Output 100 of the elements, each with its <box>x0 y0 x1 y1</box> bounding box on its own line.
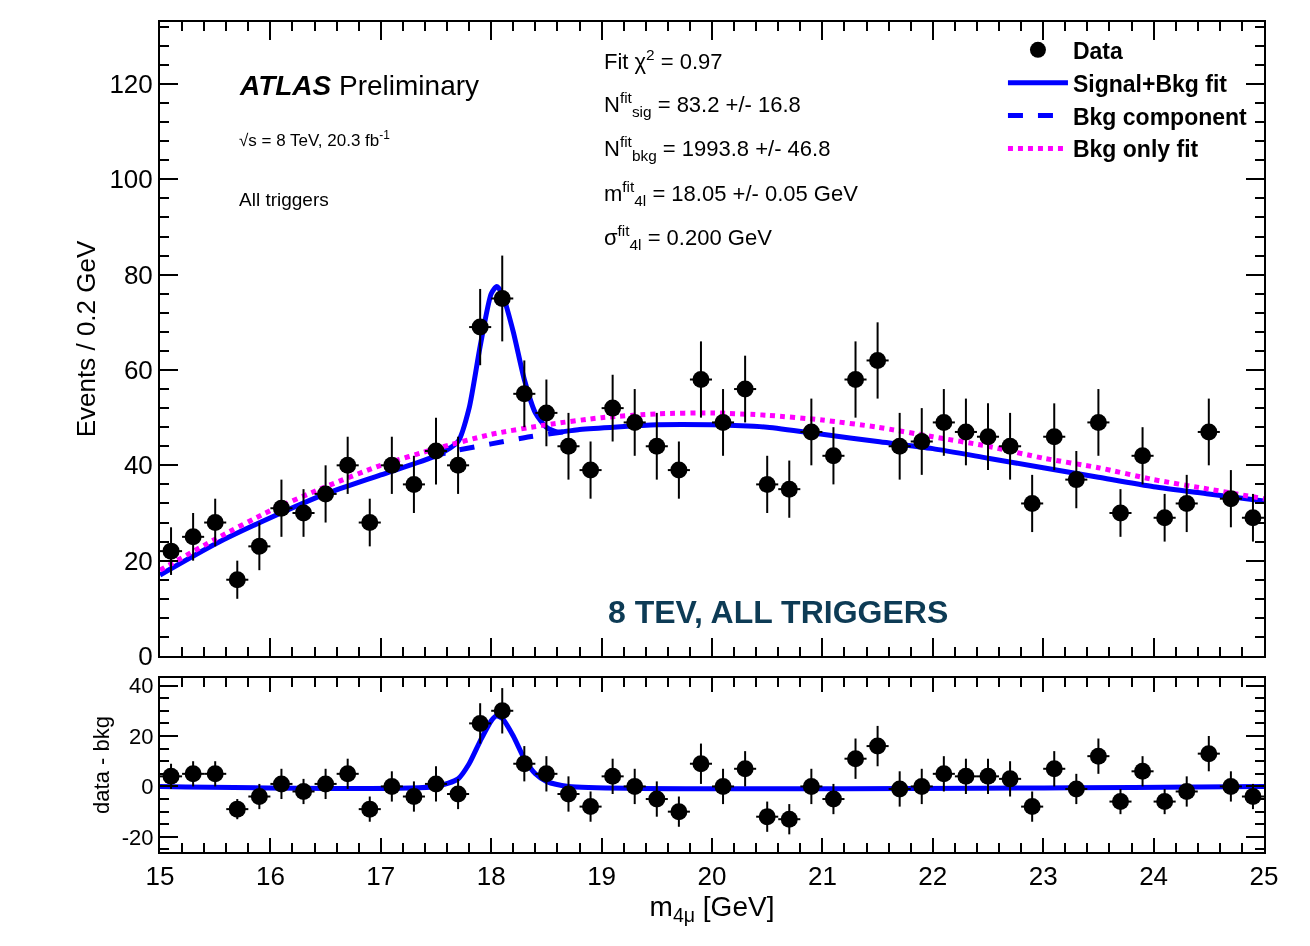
point <box>449 785 467 803</box>
point <box>1222 777 1240 795</box>
point <box>582 461 600 479</box>
x-tick-label: 18 <box>476 861 506 892</box>
y-tick-label: 40 <box>129 673 154 699</box>
x-tick-label: 25 <box>1249 861 1279 892</box>
annotation: Fit χ$^{2}$ = 0.97 <box>604 46 723 75</box>
point <box>670 461 688 479</box>
point <box>1200 423 1218 441</box>
point <box>272 499 290 517</box>
point <box>206 765 224 783</box>
point <box>184 765 202 783</box>
point <box>935 765 953 783</box>
point <box>1067 780 1085 798</box>
y-tick-label: 80 <box>123 259 153 290</box>
point <box>449 456 467 474</box>
point <box>383 456 401 474</box>
point <box>714 777 732 795</box>
point <box>405 475 423 493</box>
point <box>1111 504 1129 522</box>
point <box>471 318 489 336</box>
point <box>604 767 622 785</box>
legend-label: Bkg only fit <box>1072 136 1199 163</box>
point <box>228 800 246 818</box>
x-tick-label: 17 <box>366 861 396 892</box>
point <box>295 504 313 522</box>
point <box>891 437 909 455</box>
point <box>1089 413 1107 431</box>
point <box>604 399 622 417</box>
y-tick-label: 0 <box>138 641 153 672</box>
point <box>1111 793 1129 811</box>
point <box>1023 494 1041 512</box>
point <box>1023 798 1041 816</box>
point <box>228 571 246 589</box>
point <box>1045 428 1063 446</box>
point <box>891 780 909 798</box>
annotation: √s = 8 TeV, 20.3 fb$^{-1}$ <box>239 128 391 151</box>
point <box>670 803 688 821</box>
point <box>736 380 754 398</box>
x-tick-label: 24 <box>1139 861 1169 892</box>
point <box>692 755 710 773</box>
point <box>824 447 842 465</box>
point <box>758 808 776 826</box>
point <box>339 765 357 783</box>
point <box>957 767 975 785</box>
point <box>913 432 931 450</box>
point <box>537 765 555 783</box>
y-tick-label: -20 <box>121 824 154 850</box>
point <box>206 514 224 532</box>
point <box>869 737 887 755</box>
x-tick-label: 21 <box>807 861 837 892</box>
y-tick-label: 20 <box>129 723 154 749</box>
point <box>935 413 953 431</box>
point <box>1134 762 1152 780</box>
point <box>582 798 600 816</box>
point <box>427 775 445 793</box>
point <box>184 528 202 546</box>
annotation: N$^{fit}$$_{sig}$ = 83.2 +/- 16.8 <box>604 89 801 120</box>
point <box>272 775 290 793</box>
point <box>339 456 357 474</box>
x-tick-label: 22 <box>918 861 948 892</box>
legend-label: Signal+Bkg fit <box>1072 70 1228 97</box>
point <box>1134 447 1152 465</box>
y-tick-label: 60 <box>123 355 153 386</box>
point <box>1200 745 1218 763</box>
point <box>427 442 445 460</box>
x-tick-label: 16 <box>255 861 285 892</box>
point <box>1178 782 1196 800</box>
point <box>847 371 865 389</box>
point <box>736 760 754 778</box>
point <box>1222 490 1240 508</box>
point <box>714 413 732 431</box>
point <box>626 777 644 795</box>
point <box>1001 770 1019 788</box>
point <box>802 423 820 441</box>
point <box>493 289 511 307</box>
point <box>1067 471 1085 489</box>
point <box>471 714 489 732</box>
annotation: N$^{fit}$$_{bkg}$ = 1993.8 +/- 46.8 <box>604 133 831 164</box>
point <box>1156 793 1174 811</box>
point <box>957 423 975 441</box>
point <box>515 385 533 403</box>
point <box>979 767 997 785</box>
point <box>162 542 180 560</box>
y-tick-label: 20 <box>123 545 153 576</box>
point <box>1244 788 1262 806</box>
x-tick-label: 20 <box>697 861 727 892</box>
annotation: ATLAS Preliminary <box>239 70 480 101</box>
point <box>1089 747 1107 765</box>
point <box>250 537 268 555</box>
point <box>648 437 666 455</box>
point <box>780 480 798 498</box>
point <box>383 777 401 795</box>
legend-label: Bkg component <box>1072 103 1248 130</box>
x-tick-label: 15 <box>145 861 175 892</box>
x-tick-label: 23 <box>1028 861 1058 892</box>
y-tick-label: 120 <box>109 69 153 100</box>
point <box>758 475 776 493</box>
y-tick-label: 100 <box>109 164 153 195</box>
point <box>515 755 533 773</box>
